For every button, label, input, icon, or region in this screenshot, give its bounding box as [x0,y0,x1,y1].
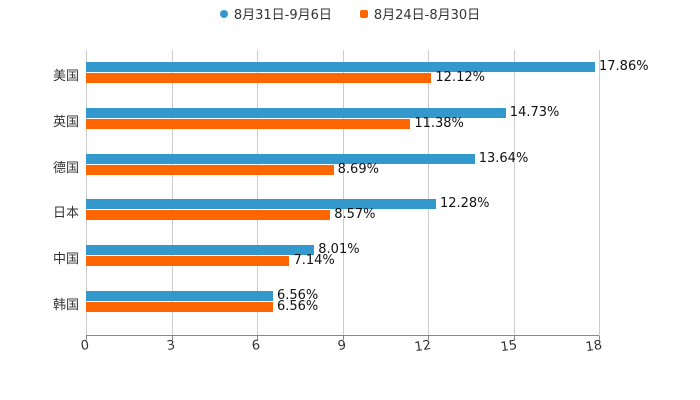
bar[interactable] [86,62,595,72]
axis-tick [257,336,258,340]
value-label: 17.86% [599,59,649,74]
legend-square-icon [359,9,368,18]
x-tick-label: 15 [499,338,518,356]
legend-item-current-week[interactable]: 8月31日-9月6日 [219,4,332,23]
x-tick-label: 18 [584,338,604,356]
axis-tick [171,336,173,340]
bar[interactable] [86,256,290,267]
axis-tick [428,336,429,340]
x-axis [86,335,599,336]
category-label: 美国 [52,69,79,84]
bar[interactable] [86,118,411,129]
category-label: 日本 [52,206,79,222]
plot-area [86,50,600,340]
gridline [257,50,258,336]
bar[interactable] [86,153,475,164]
value-label: 7.14% [293,253,335,269]
gridline [171,50,173,336]
value-label: 8.69% [337,161,379,177]
gridline [428,50,429,336]
bar[interactable] [86,164,334,175]
gridline [86,50,87,336]
category-label: 英国 [52,114,79,130]
legend-label: 8月31日-9月6日 [233,8,332,23]
bar[interactable] [86,107,506,118]
x-tick-label: 9 [336,338,347,355]
legend-label: 8月24日-8月30日 [373,8,481,23]
value-label: 11.38% [414,115,464,131]
category-label: 德国 [52,160,79,176]
bar[interactable] [86,291,273,301]
category-label: 韩国 [52,298,79,313]
bar[interactable] [86,302,273,312]
x-tick-label: 0 [79,338,91,355]
value-label: 12.28% [439,196,490,212]
bar[interactable] [86,245,315,256]
value-label: 12.12% [435,70,485,85]
value-label: 6.56% [276,288,319,303]
x-tick-label: 3 [165,338,176,355]
gridline [513,50,515,336]
x-tick-label: 6 [250,338,262,355]
value-label: 14.73% [509,104,560,120]
axis-tick [342,336,344,340]
x-tick-label: 12 [413,338,433,356]
legend-circle-icon [219,9,228,18]
bar[interactable] [86,73,432,83]
value-label: 8.01% [318,242,360,258]
axis-tick [86,336,87,340]
chart-legend: 8月31日-9月6日 8月24日-8月30日 [0,4,700,23]
value-label: 13.64% [478,150,529,166]
category-label: 中国 [52,252,79,268]
gridline [599,50,600,336]
bar[interactable] [86,210,331,221]
bar[interactable] [86,199,436,210]
axis-tick [513,336,515,340]
legend-item-previous-week[interactable]: 8月24日-8月30日 [359,4,481,23]
axis-tick [599,336,600,340]
value-label: 6.56% [276,299,319,314]
gridline [342,50,344,336]
value-label: 8.57% [334,207,376,223]
